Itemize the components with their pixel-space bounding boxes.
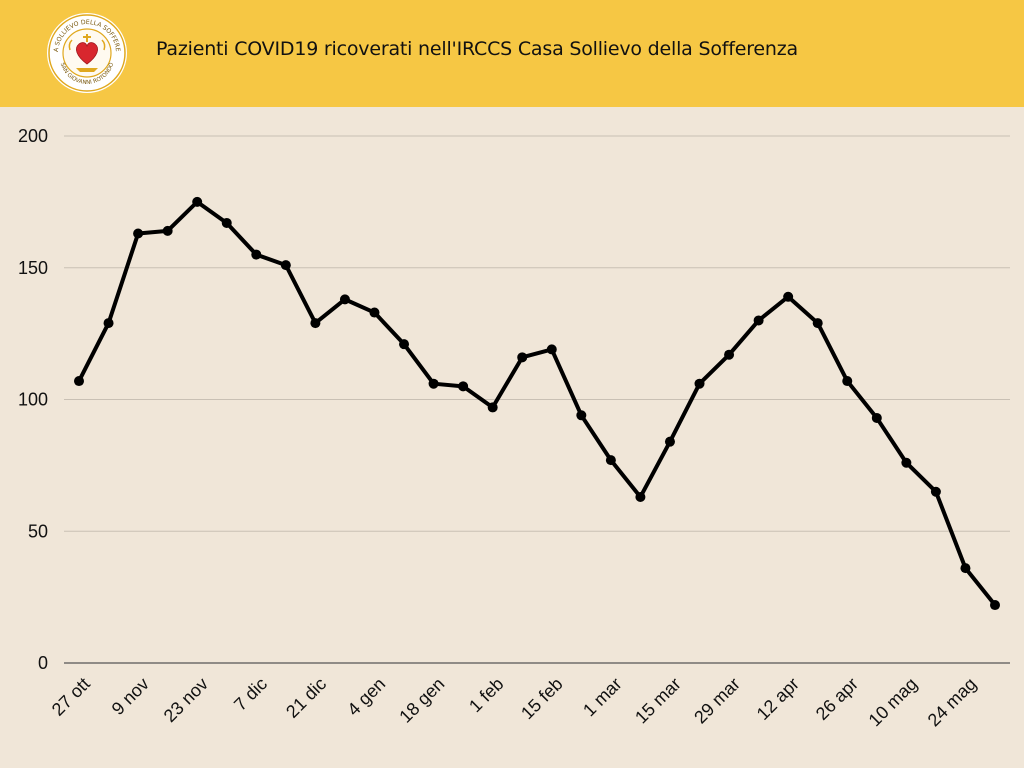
y-axis-ticks: 0 50 100 150 200 bbox=[18, 126, 48, 673]
data-point bbox=[133, 228, 144, 239]
data-point bbox=[842, 376, 853, 387]
data-point bbox=[162, 225, 173, 236]
data-point bbox=[192, 196, 203, 207]
x-tick-label: 1 mar bbox=[579, 674, 626, 721]
data-point bbox=[517, 352, 528, 363]
data-point bbox=[664, 436, 675, 447]
data-point bbox=[399, 339, 410, 350]
x-tick-label: 27 ott bbox=[48, 674, 94, 720]
x-tick-label: 29 mar bbox=[690, 674, 744, 728]
x-tick-label: 15 feb bbox=[517, 674, 567, 724]
hospital-seal-logo: CASA SOLLIEVO DELLA SOFFERENZA SAN GIOVA… bbox=[46, 12, 127, 93]
y-tick-label: 200 bbox=[18, 126, 48, 146]
chart-grid bbox=[64, 135, 1010, 664]
series-line bbox=[77, 199, 997, 607]
sacred-heart-icon bbox=[76, 42, 98, 65]
y-tick-label: 150 bbox=[18, 258, 48, 278]
chart-title: Pazienti COVID19 ricoverati nell'IRCCS C… bbox=[156, 38, 798, 60]
data-point bbox=[280, 260, 291, 271]
y-tick-label: 0 bbox=[38, 653, 48, 673]
data-point bbox=[901, 457, 912, 468]
data-point bbox=[369, 307, 380, 318]
data-point bbox=[546, 344, 557, 355]
data-point bbox=[635, 491, 646, 502]
data-point bbox=[458, 381, 469, 392]
data-point bbox=[990, 600, 1000, 611]
x-tick-label: 18 gen bbox=[395, 674, 448, 727]
data-point bbox=[694, 378, 705, 389]
series-line-group bbox=[74, 196, 1000, 611]
data-point bbox=[576, 410, 587, 421]
line-chart: 0 50 100 150 200 27 ott 9 nov 23 nov 7 dic 21 di… bbox=[18, 126, 1010, 731]
x-tick-label: 26 apr bbox=[812, 674, 862, 724]
data-point bbox=[428, 378, 439, 389]
x-tick-label: 4 gen bbox=[343, 674, 389, 720]
y-tick-label: 100 bbox=[18, 390, 48, 410]
data-point bbox=[605, 455, 616, 466]
x-tick-label: 24 mag bbox=[924, 674, 981, 731]
data-point bbox=[930, 486, 941, 497]
data-point bbox=[339, 294, 350, 305]
data-point bbox=[487, 402, 498, 413]
y-tick-label: 50 bbox=[28, 521, 48, 541]
header-banner: CASA SOLLIEVO DELLA SOFFERENZA SAN GIOVA… bbox=[0, 0, 1024, 107]
x-tick-label: 1 feb bbox=[465, 674, 507, 716]
x-tick-label: 10 mag bbox=[865, 674, 922, 731]
x-tick-label: 15 mar bbox=[631, 674, 685, 728]
x-tick-label: 12 apr bbox=[753, 674, 803, 724]
x-axis-ticks: 27 ott 9 nov 23 nov 7 dic 21 dic 4 gen 18 gen 1… bbox=[48, 674, 980, 731]
data-point bbox=[74, 376, 84, 387]
data-point bbox=[251, 249, 262, 260]
data-point bbox=[103, 318, 114, 329]
data-point bbox=[812, 318, 823, 329]
x-tick-label: 9 nov bbox=[108, 674, 153, 719]
data-point bbox=[960, 563, 971, 574]
data-point bbox=[310, 318, 321, 329]
x-tick-label: 7 dic bbox=[230, 674, 271, 715]
data-point bbox=[753, 315, 764, 326]
data-point bbox=[724, 349, 735, 360]
data-point bbox=[783, 291, 794, 302]
data-point bbox=[221, 217, 232, 228]
x-tick-label: 21 dic bbox=[282, 674, 330, 722]
x-tick-label: 23 nov bbox=[160, 674, 212, 726]
data-point bbox=[871, 412, 882, 423]
